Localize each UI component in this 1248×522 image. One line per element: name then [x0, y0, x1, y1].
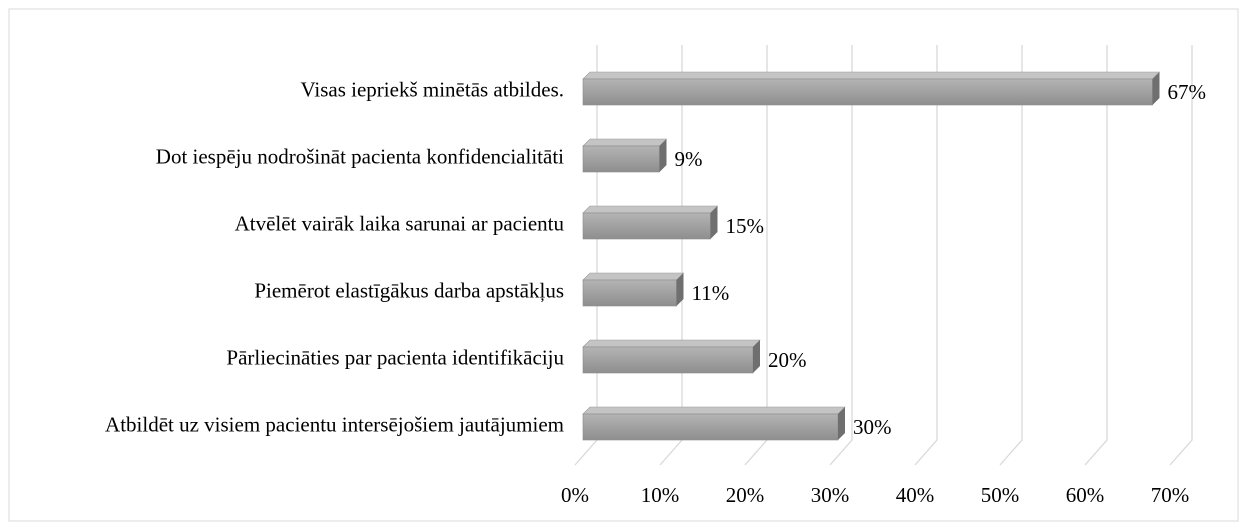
grid-line	[999, 45, 1023, 466]
y-tick-label: Pārliecināties par pacienta identifikāci…	[226, 345, 564, 370]
bar	[582, 145, 660, 173]
bar-top	[582, 406, 846, 415]
bar-end	[838, 407, 845, 440]
data-label: 9%	[675, 147, 703, 171]
bar	[582, 212, 711, 240]
x-tick-label: 0%	[561, 483, 589, 507]
y-tick-label: Dot iespēju nodrošināt pacienta konfiden…	[155, 144, 564, 169]
data-label: 15%	[726, 214, 765, 238]
grid-line	[829, 45, 853, 466]
bar	[582, 279, 677, 307]
bar-end	[710, 206, 718, 239]
y-tick-label: Visas iepriekš minētās atbildes.	[300, 77, 564, 102]
data-label: 11%	[692, 281, 730, 305]
y-tick-label: Atvēlēt vairāk laika sarunai ar pacientu	[234, 211, 564, 236]
bar-top	[582, 138, 668, 147]
x-tick-label: 60%	[1066, 483, 1105, 507]
bar-end	[1152, 72, 1160, 105]
bar-end	[753, 340, 760, 373]
grid-line	[574, 45, 598, 466]
x-tick-label: 20%	[726, 483, 765, 507]
data-label: 20%	[768, 348, 807, 372]
bar-top	[582, 205, 719, 214]
x-tick-label: 40%	[896, 483, 935, 507]
bar-top	[582, 272, 685, 281]
bar-end	[659, 139, 667, 172]
bar-top	[582, 71, 1161, 80]
data-label: 30%	[853, 415, 892, 439]
grid-line	[744, 45, 768, 466]
bar-top	[582, 339, 761, 348]
x-tick-label: 10%	[641, 483, 680, 507]
bar-end	[676, 273, 684, 306]
x-tick-label: 70%	[1151, 483, 1190, 507]
y-tick-label: Piemērot elastīgākus darba apstākļus	[254, 278, 564, 303]
grid-line	[659, 45, 683, 466]
grid-line	[1084, 45, 1108, 466]
bar	[582, 78, 1153, 106]
data-label: 67%	[1168, 80, 1207, 104]
chart-frame	[8, 8, 1239, 522]
bar	[582, 346, 754, 374]
x-tick-label: 50%	[981, 483, 1020, 507]
y-tick-label: Atbildēt uz visiem pacientu intersējošie…	[105, 412, 564, 437]
bar	[582, 413, 839, 441]
grid-line	[914, 45, 938, 466]
grid-line	[1169, 45, 1193, 466]
x-tick-label: 30%	[811, 483, 850, 507]
